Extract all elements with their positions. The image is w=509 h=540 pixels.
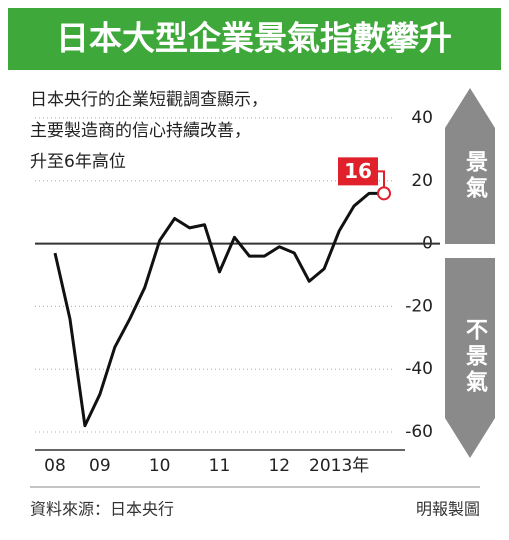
x-tick-label: 09 [89,456,111,476]
x-tick-label: 2013年 [309,456,369,476]
series-line [53,191,384,428]
y-tick-label: 20 [411,171,433,191]
highlight-marker [377,186,391,201]
x-tick-label: 11 [209,456,231,476]
x-tick-label: 12 [268,456,290,476]
source: 資料來源：日本央行 [30,500,174,519]
value-label: 16 [344,159,372,183]
title-bar [8,8,501,70]
credit: 明報製圖 [416,500,480,519]
y-tick-label: -20 [405,296,433,316]
value-label-box [338,157,378,186]
chart-title: 日本大型企業景氣指數攀升 [56,19,452,58]
side-label-up: 景氣 [462,150,487,202]
subtitle: 升至6年高位 [30,152,126,172]
label-leader [378,170,385,188]
y-tick-label: -60 [405,422,433,442]
x-tick-label: 08 [44,456,66,476]
side-label-down: 不景氣 [462,318,487,396]
y-tick-label: -40 [405,359,433,379]
subtitle: 主要製造商的信心持續改善， [30,121,251,141]
y-tick-label: 40 [411,108,433,128]
down-arrow [445,258,495,458]
subtitle: 日本央行的企業短觀調查顯示， [30,90,268,110]
up-arrow [445,88,495,244]
x-tick-label: 10 [149,456,171,476]
